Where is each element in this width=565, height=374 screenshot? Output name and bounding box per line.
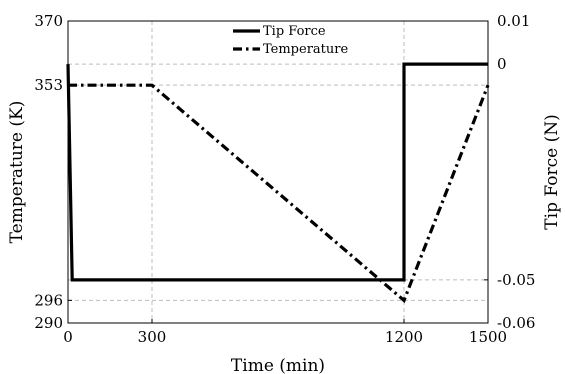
x-tick-label: 300 xyxy=(138,328,167,346)
y-left-tick-label: 370 xyxy=(34,12,63,30)
x-tick-label: 1500 xyxy=(469,328,507,346)
legend-label-tip-force: Tip Force xyxy=(263,24,326,39)
y-left-tick-label: 290 xyxy=(34,314,63,332)
plot-frame xyxy=(67,20,489,324)
y-axis-left-title: Temperature (K) xyxy=(7,101,27,244)
x-axis-title: Time (min) xyxy=(231,356,325,374)
series-line-tip-force xyxy=(66,62,488,282)
y-axis-right-title: Tip Force (N) xyxy=(542,114,562,229)
x-tick-label: 1200 xyxy=(385,328,423,346)
series-line-temperature xyxy=(68,83,490,304)
y-left-tick-label: 296 xyxy=(34,291,63,309)
tick-layer: 0 300 1200 1500 370 353 296 290 0.01 0 -0.05 -0.06 xyxy=(34,12,535,346)
y-right-tick-label: -0.05 xyxy=(497,271,535,289)
legend: Tip Force Temperature xyxy=(233,24,348,57)
series-layer xyxy=(66,62,490,304)
y-right-tick-label: 0.01 xyxy=(497,12,530,30)
x-tick-label: 0 xyxy=(63,328,73,346)
legend-label-temperature: Temperature xyxy=(263,42,348,57)
y-right-tick-label: 0 xyxy=(497,55,507,73)
y-left-tick-label: 353 xyxy=(34,76,63,94)
y-right-tick-label: -0.06 xyxy=(497,314,535,332)
grid-layer xyxy=(68,21,488,323)
